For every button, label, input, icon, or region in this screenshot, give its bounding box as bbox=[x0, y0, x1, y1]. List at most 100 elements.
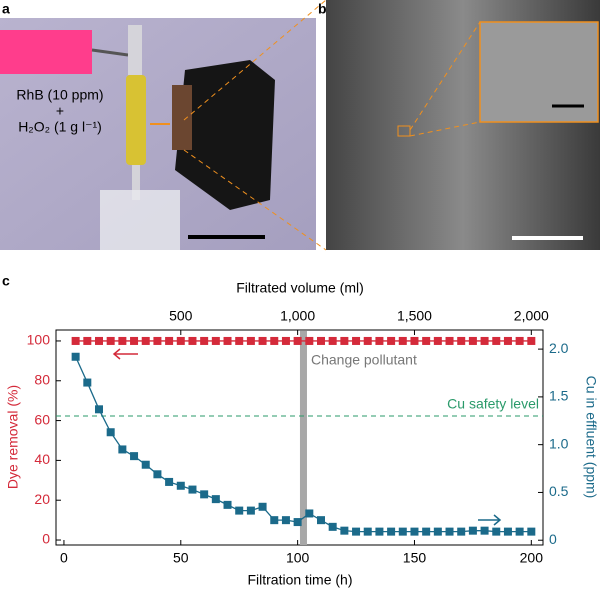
photo-a bbox=[0, 18, 316, 250]
change-band bbox=[299, 331, 307, 545]
marker bbox=[468, 336, 477, 345]
marker bbox=[480, 336, 489, 345]
marker bbox=[246, 506, 255, 515]
axis-arrow bbox=[478, 514, 502, 526]
marker bbox=[340, 336, 349, 345]
series-line bbox=[75, 356, 532, 533]
marker bbox=[387, 336, 396, 345]
y-tick-label: 80 bbox=[34, 371, 50, 387]
y-tick-label: 20 bbox=[34, 491, 50, 507]
marker bbox=[130, 336, 139, 345]
marker bbox=[188, 336, 197, 345]
marker bbox=[106, 428, 115, 437]
marker bbox=[94, 405, 103, 414]
marker bbox=[118, 445, 127, 454]
marker bbox=[270, 516, 279, 525]
plot-frame bbox=[55, 329, 544, 546]
marker bbox=[246, 336, 255, 345]
x2-tick-label: 500 bbox=[169, 308, 193, 324]
marker bbox=[363, 336, 372, 345]
x2-tick-label: 2,000 bbox=[514, 308, 549, 324]
marker bbox=[106, 336, 115, 345]
marker bbox=[188, 485, 197, 494]
annotation: Cu safety level bbox=[447, 396, 539, 412]
photo-text: RhB (10 ppm) bbox=[16, 87, 103, 103]
marker bbox=[293, 518, 302, 527]
marker bbox=[211, 336, 220, 345]
marker bbox=[94, 336, 103, 345]
marker bbox=[200, 336, 209, 345]
axis-arrow bbox=[112, 348, 138, 360]
x-tick-label: 50 bbox=[173, 550, 189, 566]
y-axis-label: Dye removal (%) bbox=[5, 385, 21, 489]
y2-tick-label: 2.0 bbox=[549, 340, 569, 356]
marker bbox=[223, 336, 232, 345]
marker bbox=[457, 336, 466, 345]
y-tick-label: 100 bbox=[27, 332, 51, 348]
marker bbox=[527, 336, 536, 345]
marker bbox=[305, 336, 314, 345]
x-tick-label: 150 bbox=[403, 550, 427, 566]
marker bbox=[83, 336, 92, 345]
marker bbox=[375, 336, 384, 345]
annotation: Change pollutant bbox=[311, 352, 417, 368]
marker bbox=[141, 336, 150, 345]
marker bbox=[352, 527, 361, 536]
marker bbox=[328, 522, 337, 531]
marker bbox=[316, 336, 325, 345]
zoom-line bbox=[409, 21, 481, 131]
y2-tick-label: 0 bbox=[549, 531, 557, 547]
marker bbox=[293, 336, 302, 345]
x-tick-label: 0 bbox=[60, 550, 68, 566]
marker bbox=[316, 516, 325, 525]
marker bbox=[176, 481, 185, 490]
marker bbox=[153, 470, 162, 479]
x-tick-label: 200 bbox=[520, 550, 544, 566]
marker bbox=[281, 336, 290, 345]
y2-tick-label: 1.5 bbox=[549, 388, 569, 404]
marker bbox=[363, 527, 372, 536]
marker bbox=[71, 352, 80, 361]
marker bbox=[422, 336, 431, 345]
marker bbox=[165, 336, 174, 345]
marker bbox=[445, 527, 454, 536]
marker bbox=[398, 336, 407, 345]
marker bbox=[118, 336, 127, 345]
marker bbox=[433, 527, 442, 536]
marker bbox=[515, 336, 524, 345]
marker bbox=[410, 336, 419, 345]
marker bbox=[258, 336, 267, 345]
marker bbox=[527, 527, 536, 536]
marker bbox=[340, 526, 349, 535]
photo-text: H₂O₂ (1 g l⁻¹) bbox=[18, 119, 102, 135]
marker bbox=[352, 336, 361, 345]
panel-label: a bbox=[2, 1, 10, 17]
marker bbox=[305, 509, 314, 518]
marker bbox=[153, 336, 162, 345]
marker bbox=[503, 336, 512, 345]
zoom-line bbox=[409, 121, 481, 137]
marker bbox=[515, 527, 524, 536]
marker bbox=[410, 527, 419, 536]
marker bbox=[235, 336, 244, 345]
marker bbox=[281, 516, 290, 525]
marker bbox=[165, 477, 174, 486]
marker bbox=[433, 336, 442, 345]
marker bbox=[445, 336, 454, 345]
marker bbox=[387, 527, 396, 536]
y-tick-label: 60 bbox=[34, 411, 50, 427]
y2-tick-label: 0.5 bbox=[549, 483, 569, 499]
marker bbox=[83, 378, 92, 387]
marker bbox=[480, 526, 489, 535]
marker bbox=[468, 526, 477, 535]
y-tick-label: 0 bbox=[42, 531, 50, 547]
marker bbox=[71, 336, 80, 345]
marker bbox=[258, 502, 267, 511]
y2-tick-label: 1.0 bbox=[549, 435, 569, 451]
marker bbox=[422, 527, 431, 536]
x-axis-label: Filtration time (h) bbox=[247, 572, 352, 588]
marker bbox=[223, 500, 232, 509]
marker bbox=[457, 527, 466, 536]
